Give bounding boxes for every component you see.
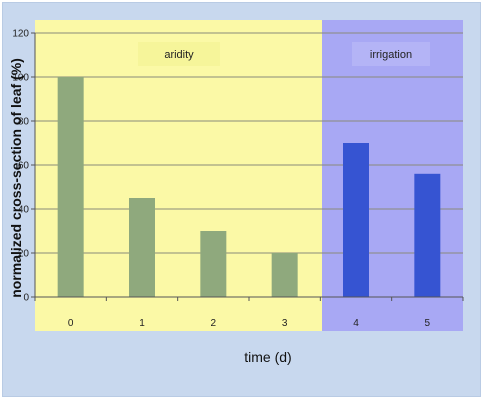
y-tick-label: 20	[18, 249, 30, 260]
x-tick-label: 1	[139, 318, 145, 329]
y-axis-ticks: 0 20 40 60 80 100 120	[12, 29, 35, 304]
x-tick-label: 3	[282, 318, 288, 329]
x-axis-ticks: 0 1 2 3 4 5	[34, 297, 464, 329]
bar-2	[200, 231, 227, 297]
bar-3	[271, 253, 298, 297]
bars	[57, 77, 441, 297]
x-tick-label: 2	[211, 318, 217, 329]
y-tick-label: 100	[12, 73, 29, 84]
y-tick-label: 0	[23, 293, 29, 304]
aridity-label-box	[138, 42, 220, 66]
y-tick-label: 60	[18, 161, 30, 172]
bar-4	[343, 143, 369, 297]
x-tick-label: 0	[68, 318, 74, 329]
y-axis-label: normalized cross-section of leaf (%)	[8, 58, 24, 298]
y-tick-label: 80	[18, 117, 30, 128]
aridity-label: aridity	[164, 49, 194, 61]
x-tick-label: 5	[425, 318, 431, 329]
irrigation-label-box	[352, 42, 430, 66]
x-axis-label: time (d)	[244, 349, 291, 365]
bar-1	[129, 198, 155, 297]
bar-5	[414, 173, 441, 297]
y-tick-label: 40	[18, 205, 30, 216]
y-tick-label: 120	[12, 29, 29, 40]
bar-0	[57, 77, 84, 297]
irrigation-label: irrigation	[370, 49, 412, 61]
x-tick-label: 4	[353, 318, 359, 329]
grid-lines	[35, 32, 463, 254]
